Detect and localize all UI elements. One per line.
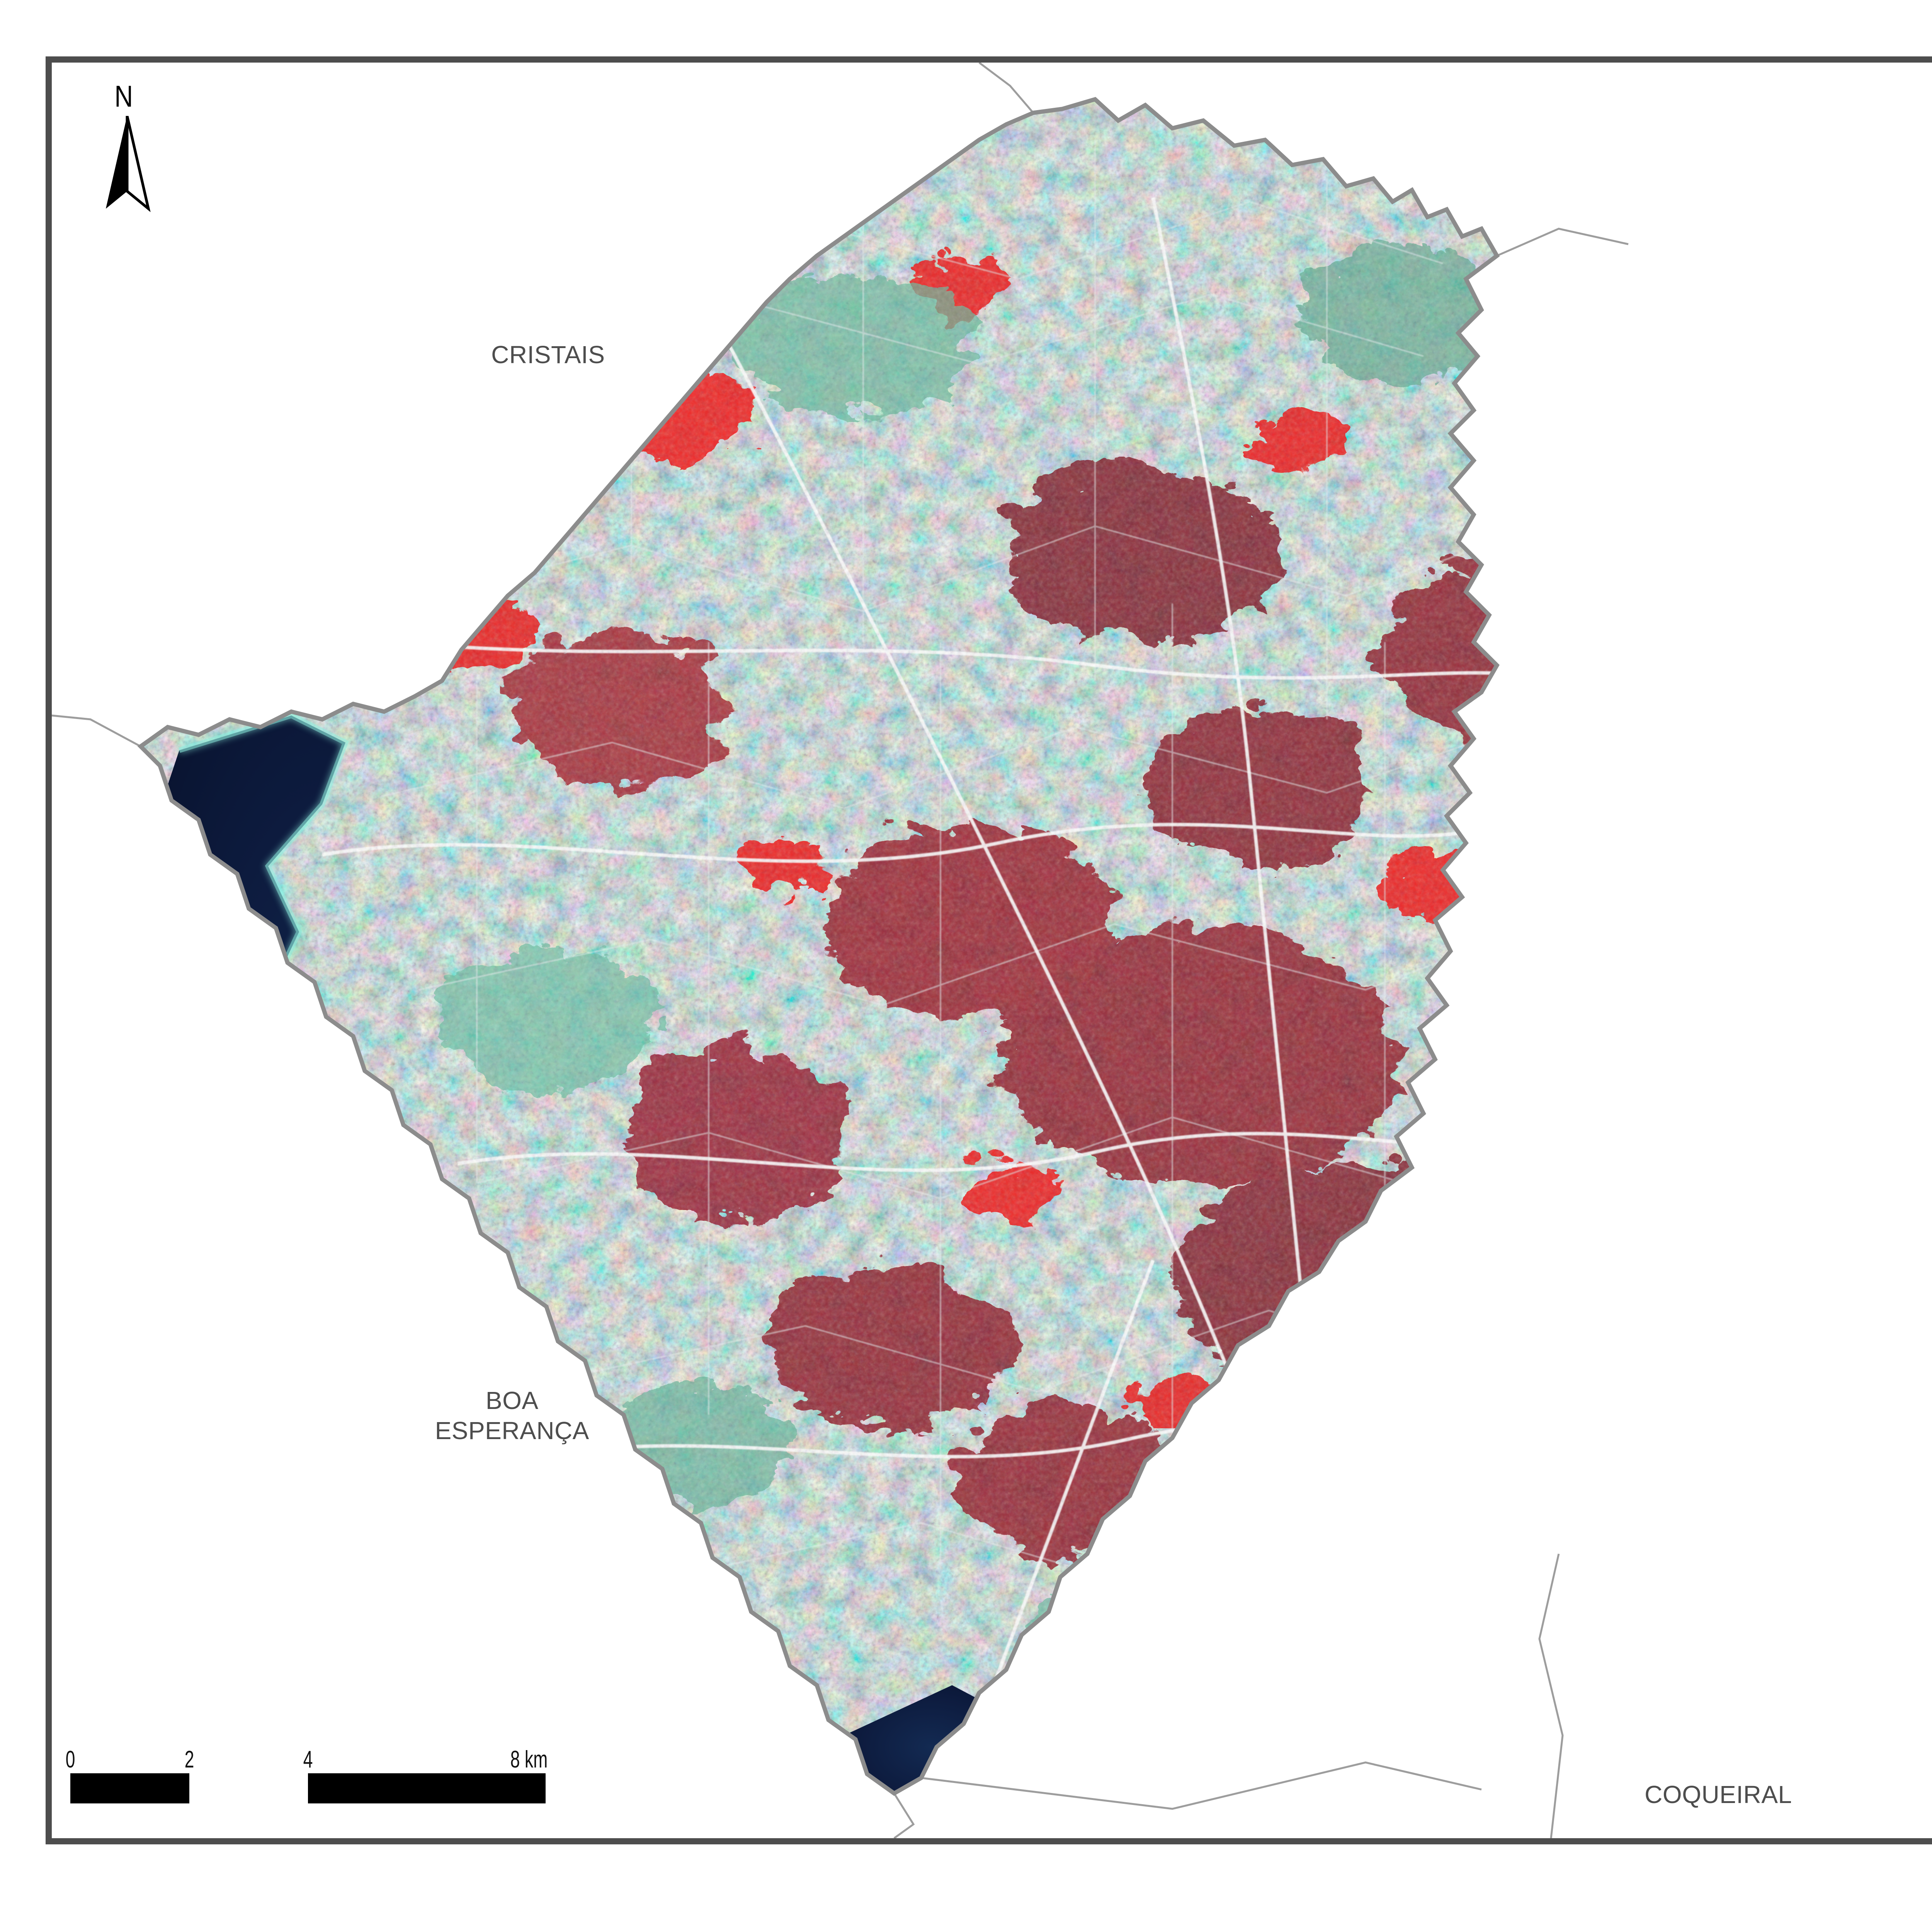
scale-bar-segment <box>308 1773 427 1803</box>
satellite-imagery <box>52 63 1932 1838</box>
municipality-raster <box>52 63 1932 1838</box>
scale-bar-segment <box>427 1773 546 1803</box>
scale-bar: 0248 km <box>70 1739 546 1803</box>
place-label-cristais: CRISTAIS <box>491 340 605 370</box>
scale-bar-tick-label: 4 <box>303 1746 313 1773</box>
north-arrow: N <box>90 82 164 209</box>
north-arrow-letter: N <box>114 79 133 114</box>
scale-bar-end-label: 8 km <box>510 1746 548 1773</box>
scale-bar-track <box>70 1773 546 1803</box>
scale-bar-segment <box>189 1773 308 1803</box>
scale-bar-tick-label: 2 <box>184 1746 194 1773</box>
scale-bar-tick-label: 0 <box>66 1746 75 1773</box>
scale-bar-labels: 0248 km <box>70 1739 546 1773</box>
place-label-boa-esperanca: BOA ESPERANÇA <box>435 1385 589 1446</box>
place-label-coqueiral: COQUEIRAL <box>1645 1779 1792 1810</box>
scale-bar-segment <box>70 1773 189 1803</box>
map-frame: 45°32'0"W45°30'0"W45°28'0"W45°26'0"W45°2… <box>46 56 1932 1844</box>
map-canvas[interactable]: 45°32'0"W45°30'0"W45°28'0"W45°26'0"W45°2… <box>52 63 1932 1838</box>
